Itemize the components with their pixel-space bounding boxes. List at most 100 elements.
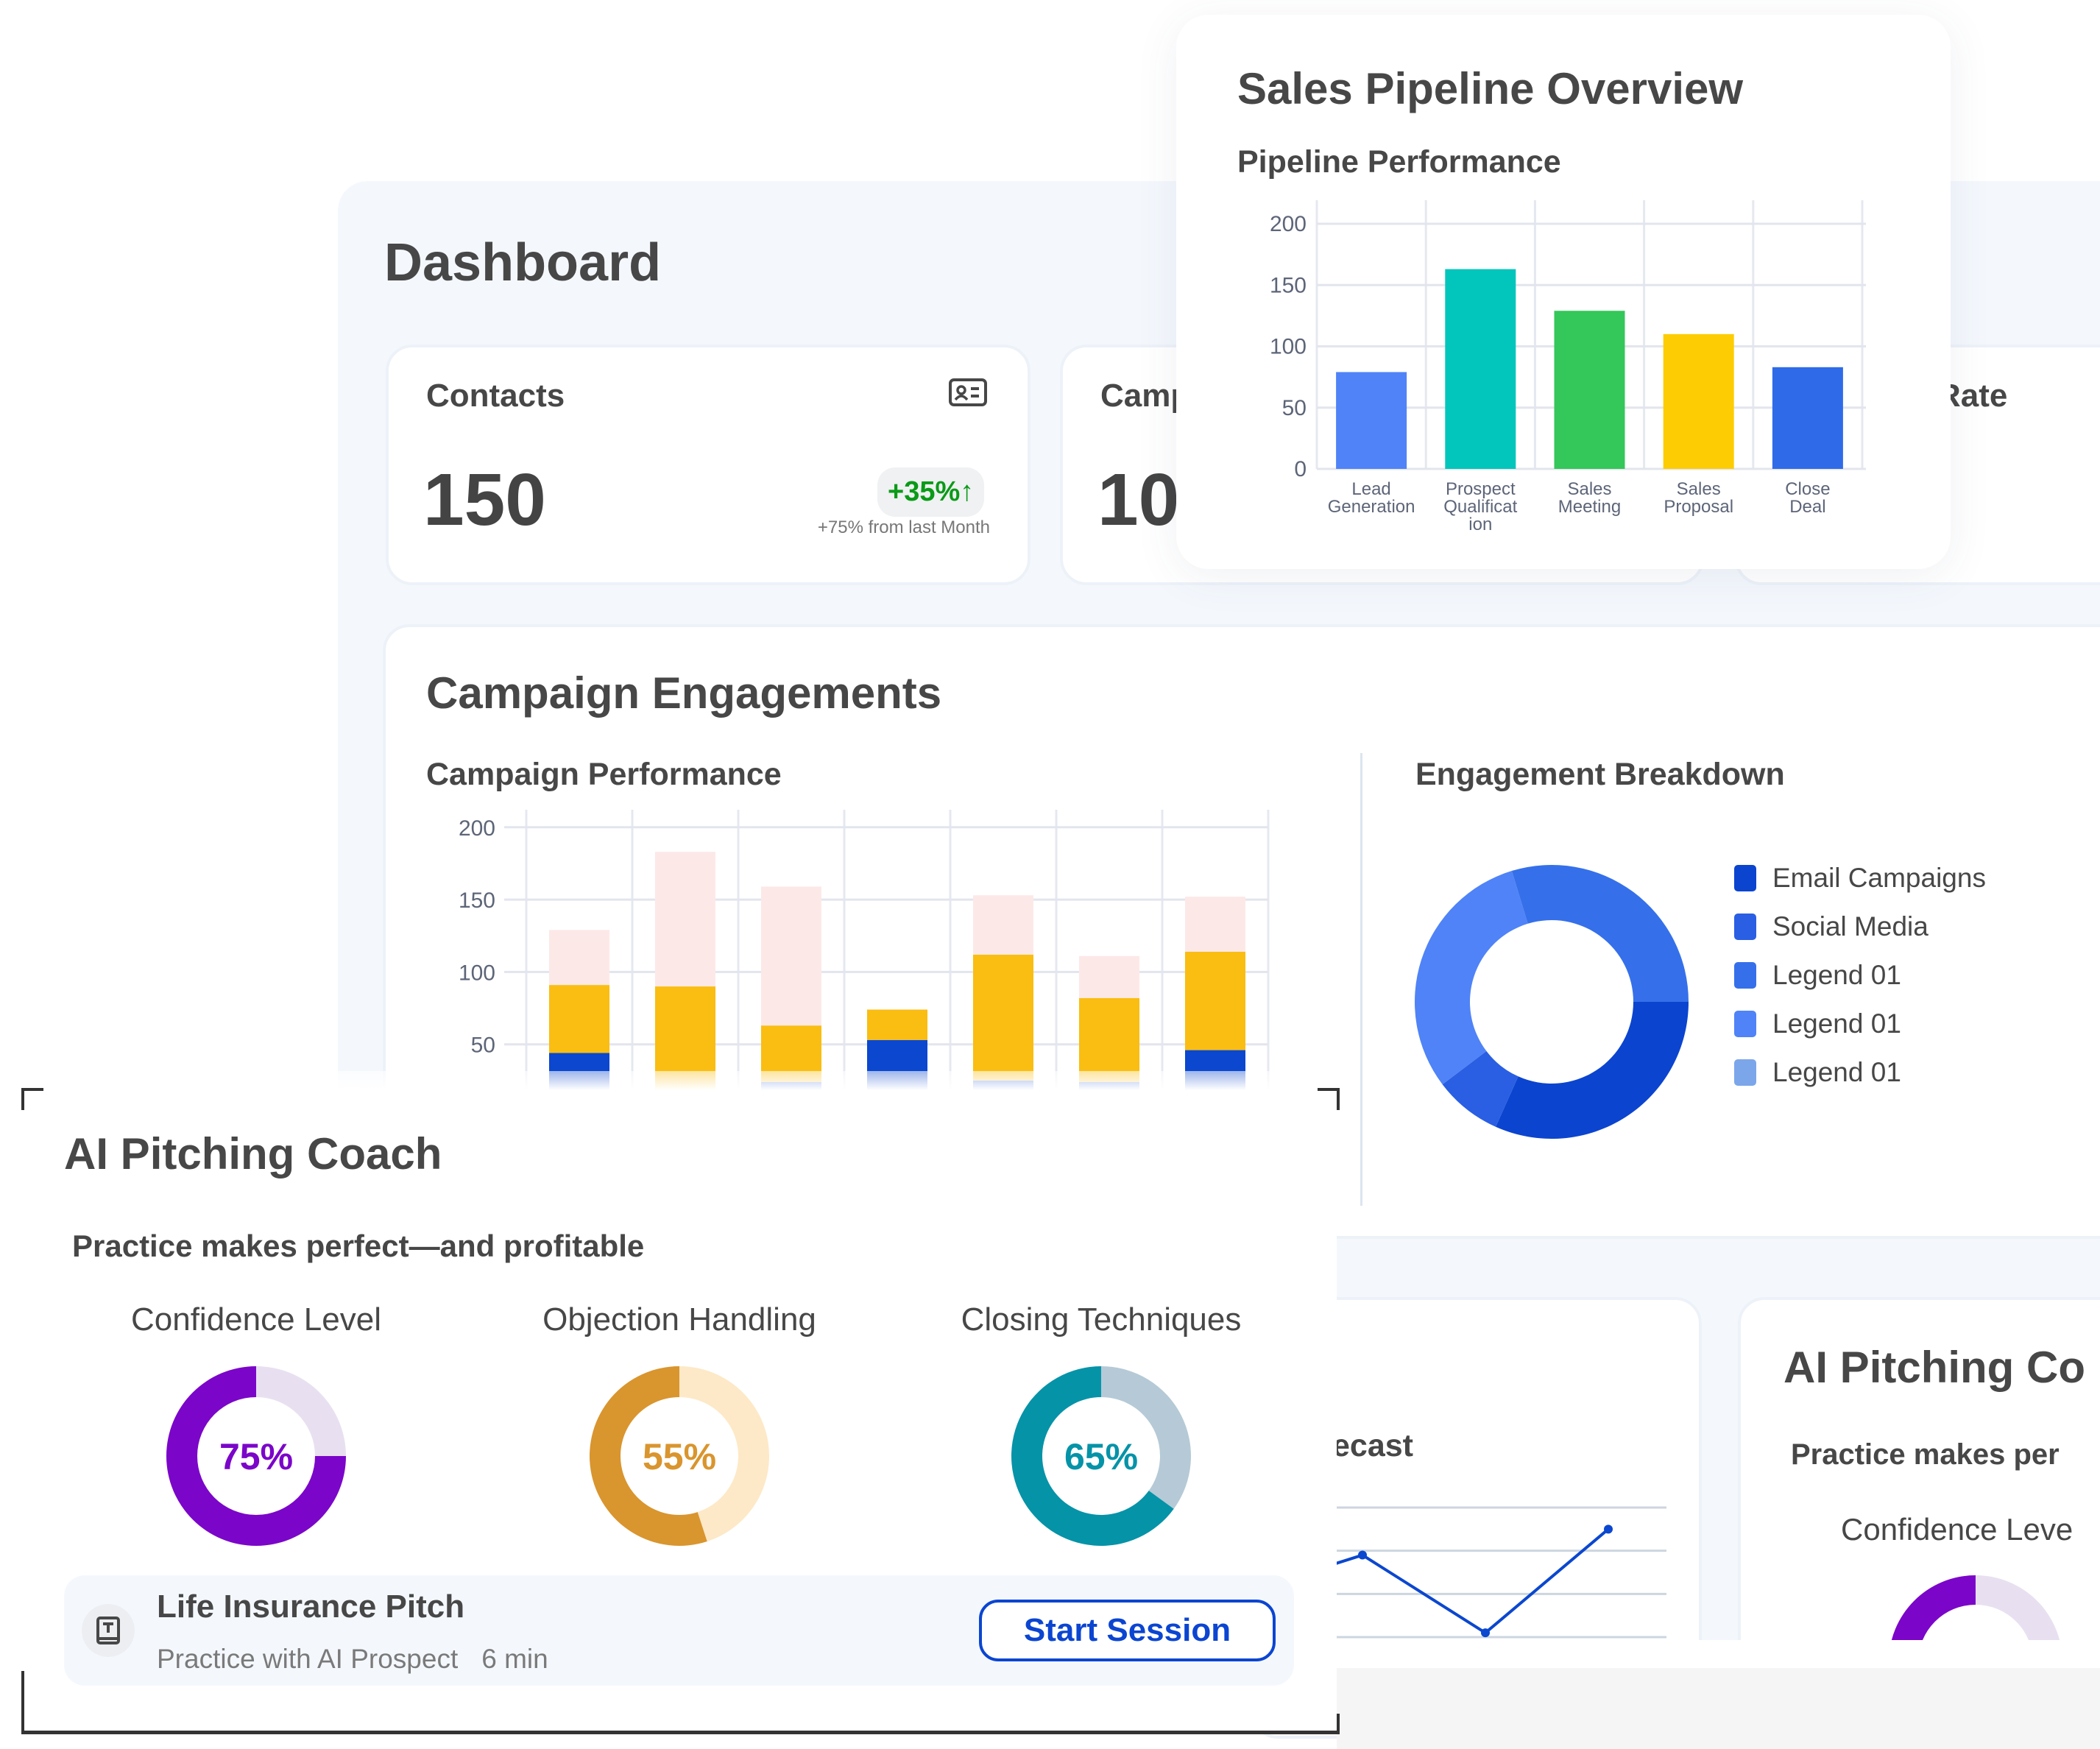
gauge-track (679, 1366, 769, 1542)
legend-swatch (1734, 1059, 1756, 1086)
x-tick-label: Sales (1567, 479, 1611, 499)
subtitle: Practice makes per (1791, 1438, 2060, 1471)
stat-label: Camp (1100, 378, 1191, 414)
donut-slice (1495, 1002, 1689, 1139)
legend-item: Social Media (1734, 911, 1928, 942)
chart-title: Pipeline Performance (1237, 144, 1561, 180)
donut-slice (1511, 865, 1689, 1002)
x-tick-label: Qualificat (1443, 497, 1517, 517)
panel-frame (21, 1671, 1340, 1734)
donut-slice (1415, 871, 1528, 1085)
metric-label: Objection Handling (542, 1301, 816, 1338)
stat-value: 10 (1097, 459, 1180, 541)
start-session-button[interactable]: Start Session (979, 1600, 1276, 1661)
corner-bracket (1318, 1088, 1340, 1110)
x-tick-label: Deal (1789, 497, 1825, 517)
legend-label: Social Media (1772, 911, 1928, 941)
bar-segment (655, 852, 715, 987)
y-tick-label: 50 (1282, 396, 1307, 420)
bar-segment (1185, 951, 1245, 1050)
stat-value: 150 (423, 459, 546, 541)
coach-subtitle: Practice makes perfect—and profitable (72, 1229, 645, 1263)
engagement-breakdown-donut (1415, 865, 1689, 1139)
x-tick-label: ion (1468, 515, 1492, 534)
session-description: Practice with AI Prospect (157, 1644, 459, 1674)
bar (1445, 269, 1516, 469)
metric-label: Confidence Leve (1841, 1512, 2074, 1547)
coach-gauges (166, 1366, 1191, 1546)
x-tick-label: Lead (1351, 479, 1390, 499)
legend-swatch (1734, 914, 1756, 940)
change-value: +35% (888, 476, 961, 507)
contact-card-icon (948, 378, 988, 411)
data-point (1604, 1524, 1613, 1534)
metric-percent: 55% (642, 1436, 717, 1477)
legend-swatch (1734, 1011, 1756, 1037)
y-tick-label: 0 (1294, 457, 1307, 481)
legend-swatch (1734, 962, 1756, 989)
legend-label: Email Campaigns (1772, 863, 1986, 893)
legend-label: Legend 01 (1772, 1008, 1901, 1039)
coach-title: AI Pitching Coach (64, 1129, 442, 1179)
bar-segment (973, 895, 1033, 955)
gauge-track (1976, 1575, 2060, 1640)
x-tick-label: Proposal (1664, 497, 1733, 517)
bar-segment (1079, 997, 1139, 1082)
legend-item: Email Campaigns (1734, 863, 1986, 894)
x-tick-label: Meeting (1558, 497, 1621, 517)
section-title: Campaign Engagements (426, 668, 942, 718)
x-tick-label: Generation (1328, 497, 1415, 517)
bar-segment (761, 886, 821, 1026)
bar (1336, 372, 1407, 469)
gauge-fill (1011, 1366, 1174, 1546)
donut-slice (1442, 1050, 1519, 1127)
gauge-track (256, 1366, 346, 1456)
legend-swatch (1734, 865, 1756, 891)
data-point (1481, 1628, 1490, 1638)
legend-label: Legend 01 (1772, 960, 1901, 990)
x-tick-label: Prospect (1446, 479, 1516, 499)
bar (1663, 333, 1734, 469)
corner-bracket (21, 1088, 43, 1110)
gauge-track (1101, 1366, 1191, 1509)
chart-title: Campaign Performance (426, 757, 782, 792)
bar-segment (973, 954, 1033, 1081)
change-badge: +35%↑ (877, 467, 985, 517)
legend-item: Legend 01 (1734, 1008, 1901, 1039)
section-title: Sales Pipeline Overview (1237, 64, 1744, 113)
bar-segment (867, 1009, 927, 1040)
x-tick-label: Sales (1677, 479, 1721, 499)
bar-segment (549, 985, 609, 1053)
gauge-fill (1891, 1575, 1976, 1640)
gauge-fill (589, 1366, 707, 1546)
data-point (1358, 1550, 1367, 1560)
legend-item: Legend 01 (1734, 1057, 1901, 1088)
chart-title: Engagement Breakdown (1415, 757, 1785, 792)
y-tick-label: 100 (459, 961, 495, 985)
y-tick-label: 150 (1270, 273, 1307, 297)
stat-card-contacts[interactable] (386, 344, 1030, 585)
bar-segment (1079, 955, 1139, 998)
y-tick-label: 50 (471, 1034, 495, 1058)
y-tick-label: 100 (1270, 335, 1307, 359)
section-title: AI Pitching Co (1783, 1343, 2085, 1392)
confidence-gauge (1891, 1575, 2060, 1640)
session-duration: 6 min (481, 1644, 548, 1674)
metric-percent: 65% (1064, 1436, 1139, 1477)
bar (1772, 367, 1843, 469)
session-title: Life Insurance Pitch (157, 1589, 465, 1625)
y-tick-label: 200 (459, 816, 495, 841)
metric-label: Closing Techniques (961, 1301, 1242, 1338)
legend-label: Legend 01 (1772, 1057, 1901, 1087)
change-note: +75% from last Month (817, 517, 990, 537)
metric-percent: 75% (219, 1436, 294, 1477)
x-tick-label: Close (1785, 479, 1830, 499)
y-tick-label: 200 (1270, 212, 1307, 236)
bar-segment (549, 930, 609, 986)
corner-bracket (1334, 1714, 1340, 1731)
legend-item: Legend 01 (1734, 960, 1901, 991)
y-tick-label: 150 (459, 888, 495, 913)
gauge-fill (166, 1366, 346, 1546)
